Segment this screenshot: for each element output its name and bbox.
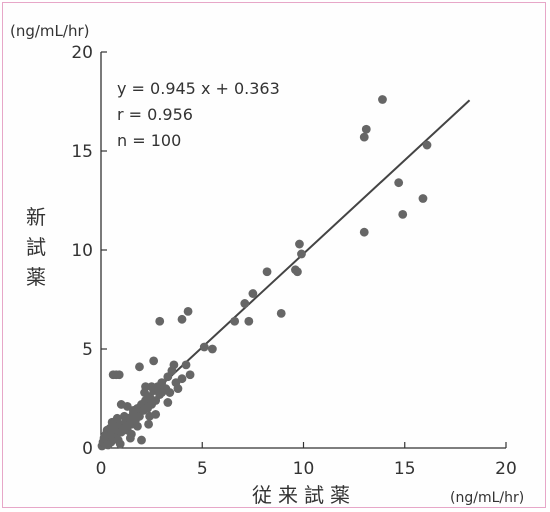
x-tick-label: 0 — [96, 459, 107, 479]
data-point — [240, 299, 250, 308]
data-point — [181, 360, 191, 370]
data-point — [398, 209, 408, 219]
data-point — [137, 435, 146, 445]
x-tick-label: 15 — [394, 459, 416, 479]
data-point — [114, 370, 124, 380]
x-axis-title: 従来試薬 — [252, 483, 356, 507]
annotation-text: y = 0.945 x + 0.363 — [117, 79, 280, 98]
data-point — [422, 140, 432, 150]
ticks: 0 5 10 15 20 0 5 10 15 20 — [71, 43, 516, 479]
data-point — [276, 308, 286, 318]
y-tick-label: 15 — [71, 142, 93, 162]
y-tick-label: 10 — [71, 241, 93, 261]
data-point — [129, 405, 138, 415]
data-point — [378, 95, 387, 104]
data-point — [183, 306, 193, 316]
data-point — [230, 316, 240, 326]
data-point — [144, 419, 153, 429]
data-point — [103, 440, 113, 450]
data-point — [248, 289, 258, 298]
data-point — [295, 239, 304, 249]
data-point — [361, 124, 371, 134]
x-tick-label: 10 — [293, 459, 315, 479]
annotations: y = 0.945 x + 0.363 r = 0.956 n = 100 — [117, 79, 280, 150]
y-tick-label: 5 — [82, 340, 93, 360]
chart-frame — [2, 2, 546, 508]
data-points — [97, 95, 432, 451]
x-tick-label: 20 — [495, 459, 517, 479]
y-tick-label: 20 — [71, 43, 93, 63]
data-point — [121, 421, 131, 431]
data-point — [125, 433, 135, 443]
data-point — [165, 388, 175, 397]
x-tick-label: 5 — [197, 459, 208, 479]
data-point — [293, 267, 302, 277]
data-point — [359, 132, 369, 142]
data-point — [169, 360, 179, 370]
annotation-text: n = 100 — [117, 131, 181, 150]
data-point — [133, 421, 142, 431]
data-point — [155, 316, 165, 326]
data-point — [112, 413, 122, 423]
data-point — [199, 342, 209, 352]
data-point — [163, 398, 173, 407]
data-point — [135, 362, 144, 372]
data-point — [262, 267, 272, 277]
data-point — [207, 344, 217, 354]
data-point — [171, 378, 181, 388]
y-tick-label: 0 — [82, 439, 93, 459]
data-point — [185, 370, 195, 380]
data-point — [177, 314, 187, 324]
data-point — [394, 178, 404, 188]
data-point — [100, 431, 110, 441]
data-point — [157, 388, 167, 397]
y-unit-label: (ng/mL/hr) — [10, 22, 89, 40]
data-point — [297, 249, 306, 259]
annotation-text: r = 0.956 — [117, 105, 193, 124]
y-axis-title: 新試薬 — [26, 205, 46, 289]
x-unit-label: (ng/mL/hr) — [450, 490, 524, 506]
data-point — [151, 409, 161, 419]
data-point — [115, 439, 125, 449]
data-point — [140, 388, 149, 397]
axis-labels: 従来試薬 新試薬 — [26, 205, 356, 507]
data-point — [418, 194, 428, 203]
data-point — [359, 227, 369, 237]
data-point — [244, 316, 254, 326]
data-point — [119, 411, 129, 421]
data-point — [149, 356, 159, 366]
